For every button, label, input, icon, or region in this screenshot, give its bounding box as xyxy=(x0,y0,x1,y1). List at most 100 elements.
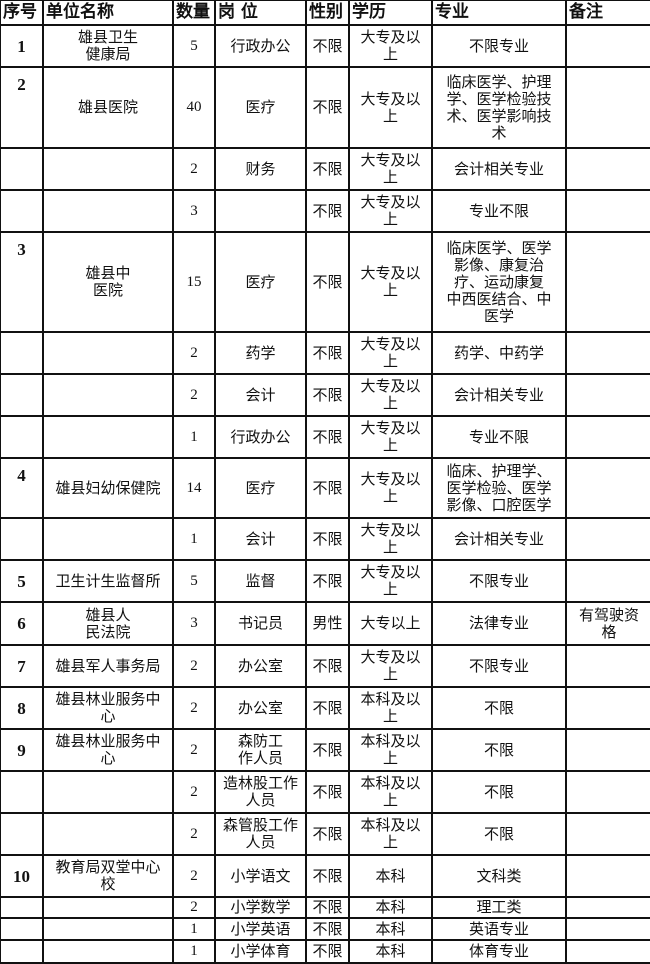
table-row: 3 不限 大专及以 上专业不限 xyxy=(0,189,650,233)
table-row: 4 雄县妇幼保健院 14 医疗 不限 大专及以 上临床、护理学、 医学检验、医学 影像、口… xyxy=(0,457,650,519)
cell-unit xyxy=(42,147,174,191)
cell-major: 临床医学、医学 影像、康复治 疗、运动康复 中西医结合、中 医学 xyxy=(431,231,567,333)
cell-note xyxy=(565,373,650,417)
cell-education: 本科及以 上 xyxy=(348,770,433,814)
cell-index xyxy=(0,373,44,417)
cell-index: 9 xyxy=(0,728,44,772)
cell-unit xyxy=(42,896,174,919)
cell-education: 本科 xyxy=(348,917,433,941)
cell-unit: 卫生计生监督所 xyxy=(42,559,174,603)
table-row: 1 雄县卫生 健康局 5 行政办公 不限 大专及以 上不限专业 xyxy=(0,24,650,68)
cell-count: 2 xyxy=(172,331,216,375)
cell-post: 医疗 xyxy=(214,231,307,333)
cell-gender: 不限 xyxy=(305,457,350,519)
cell-post: 会计 xyxy=(214,517,307,561)
cell-education: 大专及以 上 xyxy=(348,189,433,233)
cell-gender: 男性 xyxy=(305,601,350,646)
cell-post: 行政办公 xyxy=(214,24,307,68)
cell-unit: 雄县人 民法院 xyxy=(42,601,174,646)
cell-post: 小学英语 xyxy=(214,917,307,941)
table-row: 5 卫生计生监督所 5 监督 不限 大专及以 上不限专业 xyxy=(0,559,650,603)
header-post: 岗 位 xyxy=(214,0,307,26)
table-row: 1 小学英语 不限 本科 英语专业 xyxy=(0,917,650,941)
cell-unit xyxy=(42,917,174,941)
cell-gender: 不限 xyxy=(305,66,350,149)
cell-note xyxy=(565,559,650,603)
cell-note xyxy=(565,896,650,919)
cell-education: 本科 xyxy=(348,939,433,964)
cell-count: 40 xyxy=(172,66,216,149)
cell-major: 不限专业 xyxy=(431,24,567,68)
cell-major: 不限 xyxy=(431,770,567,814)
cell-index xyxy=(0,189,44,233)
cell-education: 大专及以 上 xyxy=(348,147,433,191)
cell-index xyxy=(0,517,44,561)
table-row: 2 雄县医院 40 医疗 不限 大专及以 上临床医学、护理 学、医学检验技 术、医学影响技… xyxy=(0,66,650,149)
cell-unit xyxy=(42,939,174,964)
cell-major: 理工类 xyxy=(431,896,567,919)
cell-post: 药学 xyxy=(214,331,307,375)
cell-education: 大专及以 上 xyxy=(348,559,433,603)
cell-gender: 不限 xyxy=(305,147,350,191)
cell-index xyxy=(0,331,44,375)
cell-unit: 教育局双堂中心 校 xyxy=(42,854,174,898)
cell-note xyxy=(565,231,650,333)
table-row: 2 财务 不限 大专及以 上会计相关专业 xyxy=(0,147,650,191)
cell-post: 会计 xyxy=(214,373,307,417)
cell-index: 8 xyxy=(0,686,44,730)
cell-gender: 不限 xyxy=(305,644,350,688)
cell-unit: 雄县军人事务局 xyxy=(42,644,174,688)
cell-gender: 不限 xyxy=(305,24,350,68)
cell-post: 书记员 xyxy=(214,601,307,646)
cell-count: 2 xyxy=(172,854,216,898)
cell-count: 1 xyxy=(172,939,216,964)
cell-note xyxy=(565,686,650,730)
cell-index xyxy=(0,147,44,191)
cell-count: 2 xyxy=(172,812,216,856)
cell-major: 不限专业 xyxy=(431,644,567,688)
cell-count: 3 xyxy=(172,189,216,233)
cell-note xyxy=(565,770,650,814)
cell-education: 大专及以 上 xyxy=(348,66,433,149)
cell-note xyxy=(565,812,650,856)
table-row: 2 药学 不限 大专及以 上药学、中药学 xyxy=(0,331,650,375)
cell-note xyxy=(565,66,650,149)
cell-major: 不限专业 xyxy=(431,559,567,603)
table-row: 3 雄县中 医院 15 医疗 不限 大专及以 上临床医学、医学 影像、康复治 疗、运动康复… xyxy=(0,231,650,333)
cell-unit: 雄县妇幼保健院 xyxy=(42,457,174,519)
cell-education: 大专及以 上 xyxy=(348,415,433,459)
cell-education: 大专及以 上 xyxy=(348,517,433,561)
table-row: 2 造林股工作 人员 不限 本科及以 上不限 xyxy=(0,770,650,814)
header-education: 学历 xyxy=(348,0,433,26)
cell-gender: 不限 xyxy=(305,854,350,898)
cell-note: 有驾驶资 格 xyxy=(565,601,650,646)
header-count: 数量 xyxy=(172,0,216,26)
cell-education: 大专及以 上 xyxy=(348,644,433,688)
cell-post: 财务 xyxy=(214,147,307,191)
cell-education: 大专及以 上 xyxy=(348,331,433,375)
cell-major: 文科类 xyxy=(431,854,567,898)
cell-education: 本科及以 上 xyxy=(348,686,433,730)
header-unit: 单位名称 xyxy=(42,0,174,26)
cell-count: 3 xyxy=(172,601,216,646)
cell-count: 2 xyxy=(172,770,216,814)
cell-index xyxy=(0,939,44,964)
cell-education: 大专及以 上 xyxy=(348,24,433,68)
header-gender: 性别 xyxy=(305,0,350,26)
cell-note xyxy=(565,415,650,459)
cell-gender: 不限 xyxy=(305,559,350,603)
cell-index xyxy=(0,917,44,941)
cell-note xyxy=(565,147,650,191)
cell-unit xyxy=(42,373,174,417)
cell-gender: 不限 xyxy=(305,896,350,919)
cell-post: 办公室 xyxy=(214,686,307,730)
cell-count: 15 xyxy=(172,231,216,333)
cell-education: 大专以上 xyxy=(348,601,433,646)
cell-post xyxy=(214,189,307,233)
cell-index xyxy=(0,896,44,919)
cell-major: 专业不限 xyxy=(431,189,567,233)
cell-count: 1 xyxy=(172,415,216,459)
table-row: 1 小学体育 不限 本科 体育专业 xyxy=(0,939,650,964)
table-row: 2 小学数学 不限 本科 理工类 xyxy=(0,896,650,919)
cell-gender: 不限 xyxy=(305,770,350,814)
